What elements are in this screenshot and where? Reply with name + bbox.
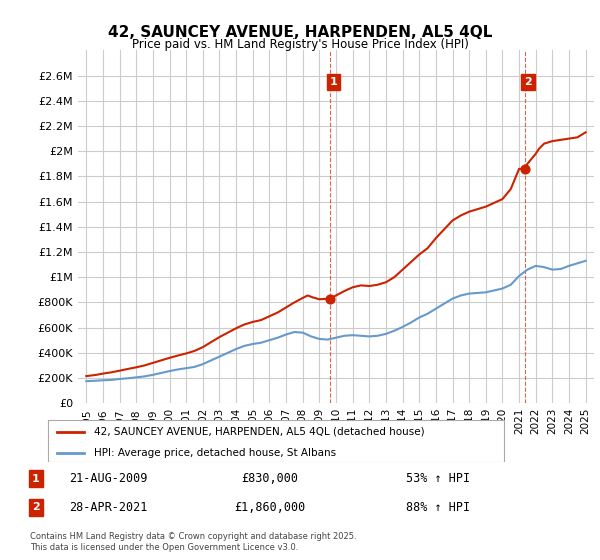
Text: 2: 2	[32, 502, 40, 512]
Text: 21-AUG-2009: 21-AUG-2009	[69, 472, 147, 485]
Text: Contains HM Land Registry data © Crown copyright and database right 2025.
This d: Contains HM Land Registry data © Crown c…	[30, 532, 356, 552]
Point	[520, 165, 529, 174]
Text: £1,860,000: £1,860,000	[235, 501, 305, 514]
Point	[325, 294, 335, 303]
Text: HPI: Average price, detached house, St Albans: HPI: Average price, detached house, St A…	[94, 448, 336, 458]
Text: 2: 2	[524, 77, 532, 87]
Text: 88% ↑ HPI: 88% ↑ HPI	[406, 501, 470, 514]
Text: 42, SAUNCEY AVENUE, HARPENDEN, AL5 4QL: 42, SAUNCEY AVENUE, HARPENDEN, AL5 4QL	[108, 25, 492, 40]
Text: 1: 1	[32, 474, 40, 484]
Text: 28-APR-2021: 28-APR-2021	[69, 501, 147, 514]
Text: 53% ↑ HPI: 53% ↑ HPI	[406, 472, 470, 485]
Text: Price paid vs. HM Land Registry's House Price Index (HPI): Price paid vs. HM Land Registry's House …	[131, 38, 469, 51]
Text: 42, SAUNCEY AVENUE, HARPENDEN, AL5 4QL (detached house): 42, SAUNCEY AVENUE, HARPENDEN, AL5 4QL (…	[94, 427, 424, 437]
Text: £830,000: £830,000	[241, 472, 299, 485]
Text: 1: 1	[329, 77, 337, 87]
